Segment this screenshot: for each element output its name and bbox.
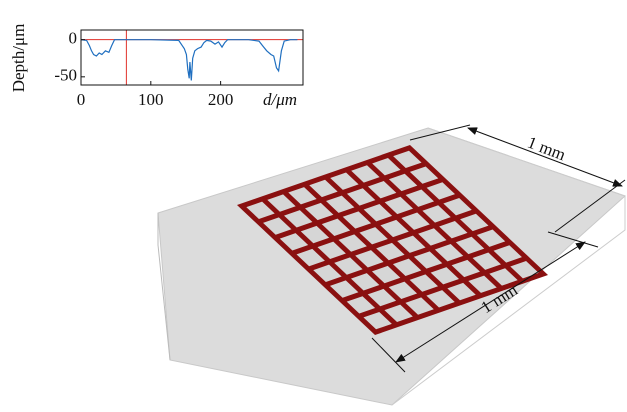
x-tick-label: 0 [77,90,86,109]
x-tick-label: 100 [138,90,164,109]
y-tick-label: -50 [54,66,77,85]
y-tick-label: 0 [69,29,78,48]
surface-render: 1 mm 1 mm [158,125,625,405]
x-tick-label: 200 [208,90,234,109]
y-axis-label: Depth/μm [9,24,28,93]
dimension-label: 1 mm [525,133,568,165]
x-axis-label: d/μm [263,90,297,109]
profile-line [81,40,297,81]
figure: 1 mm 1 mm Depth/μm d/μm 01002000-50 [0,0,627,407]
